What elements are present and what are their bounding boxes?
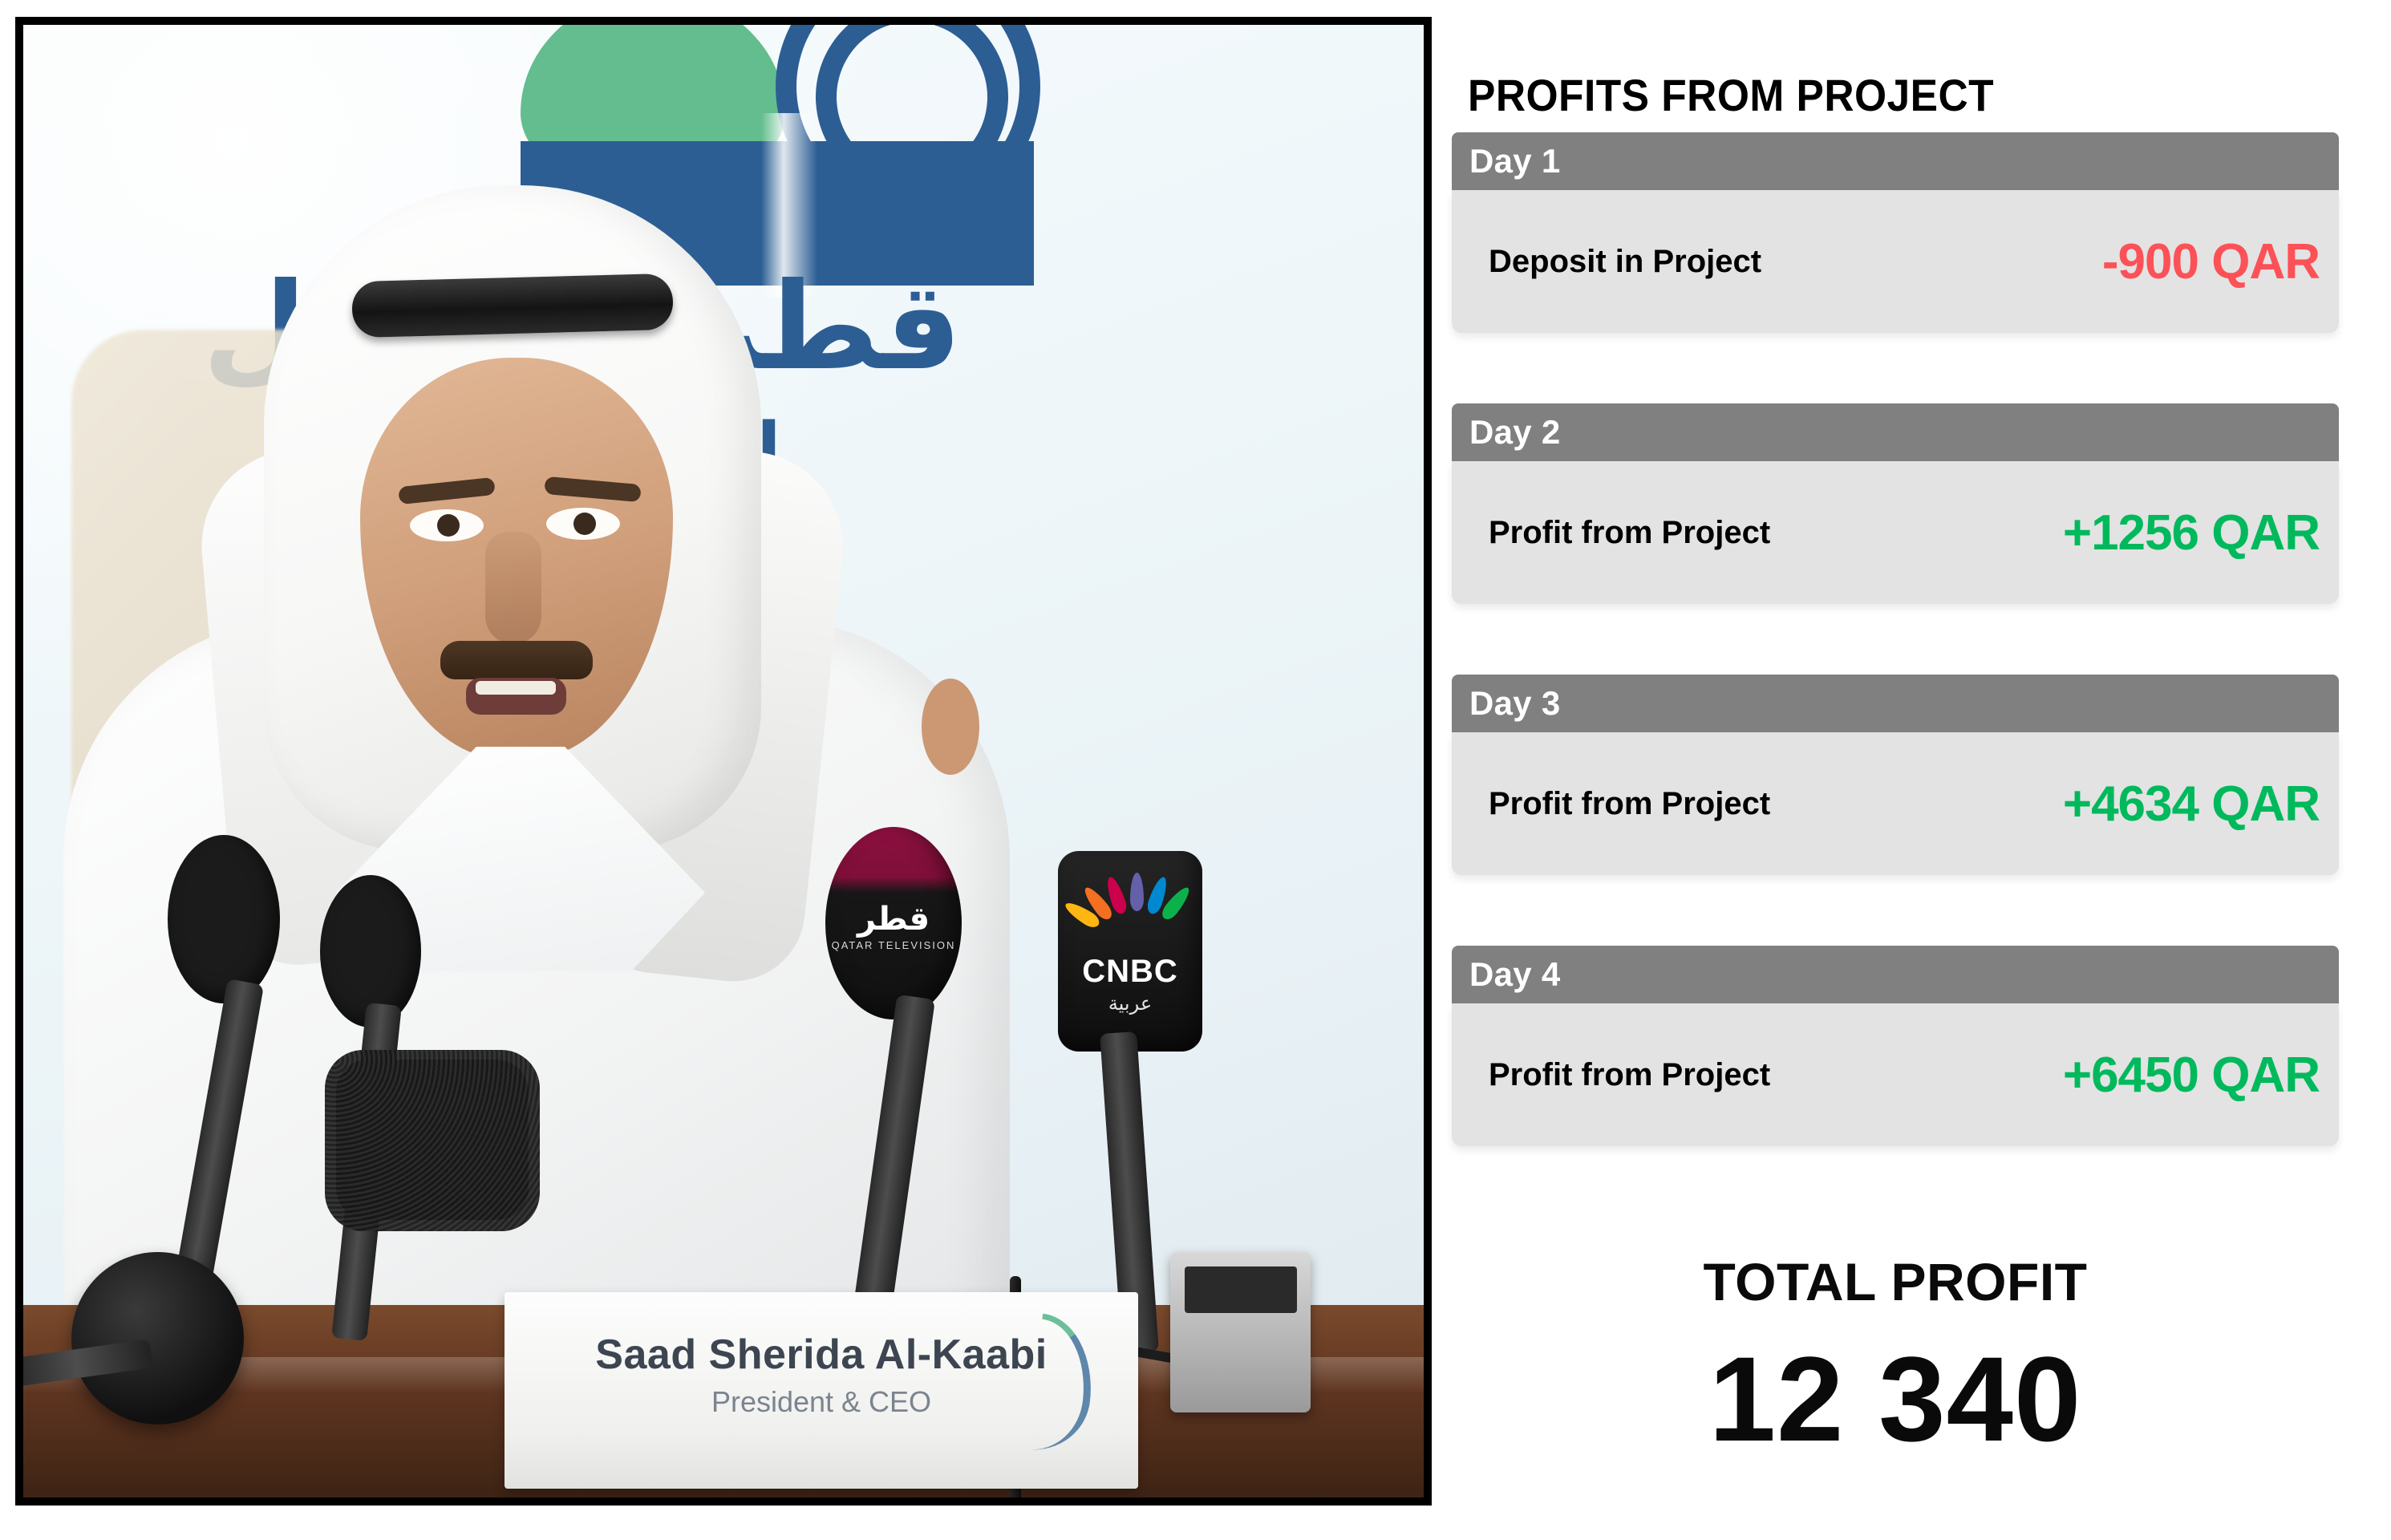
microphone-icon	[168, 835, 280, 1317]
day-description-2: Profit from Project	[1489, 514, 1771, 550]
day-card-2: Day 2 Profit from Project +1256 QAR	[1452, 403, 2339, 604]
day-amount-4: +6450 QAR	[2062, 1047, 2320, 1103]
total-profit-label: TOTAL PROFIT	[1703, 1252, 2088, 1311]
day-description-4: Profit from Project	[1489, 1056, 1771, 1092]
day-header-2: Day 2	[1452, 403, 2339, 461]
day-body-1: Deposit in Project -900 QAR	[1452, 190, 2339, 333]
day-label-3: Day 3	[1469, 684, 1561, 722]
day-description-3: Profit from Project	[1489, 785, 1771, 821]
day-card-3: Day 3 Profit from Project +4634 QAR	[1452, 675, 2339, 875]
day-amount-3: +4634 QAR	[2062, 776, 2320, 832]
day-body-4: Profit from Project +6450 QAR	[1452, 1003, 2339, 1146]
audio-recorder-device	[1170, 1252, 1311, 1412]
day-header-4: Day 4	[1452, 946, 2339, 1003]
cnbc-mic-label: CNBC	[1082, 954, 1178, 989]
nameplate-name: Saad Sherida Al-Kaabi	[595, 1331, 1048, 1378]
day-amount-1: -900 QAR	[2101, 233, 2320, 290]
day-header-3: Day 3	[1452, 675, 2339, 732]
day-card-1: Day 1 Deposit in Project -900 QAR	[1452, 132, 2339, 333]
total-profit-value: 12 340	[1708, 1331, 2082, 1466]
page-title: PROFITS FROM PROJECT	[1468, 70, 1995, 120]
cnbc-mic-arabic-label: عربية	[1108, 992, 1153, 1015]
nameplate-role: President & CEO	[711, 1385, 932, 1418]
agal-headband	[351, 273, 674, 338]
cnbc-microphone-icon: CNBC عربية	[1058, 851, 1202, 1355]
day-body-3: Profit from Project +4634 QAR	[1452, 732, 2339, 875]
microphone-icon	[320, 875, 421, 1342]
press-conference-photo: قطر للبترول r Petrol	[15, 17, 1432, 1506]
shotgun-microphone-icon	[325, 1050, 540, 1231]
day-card-4: Day 4 Profit from Project +6450 QAR	[1452, 946, 2339, 1146]
day-label-2: Day 2	[1469, 413, 1561, 451]
day-header-1: Day 1	[1452, 132, 2339, 190]
qatar-tv-mic-arabic-label: قطر	[857, 901, 930, 938]
day-body-2: Profit from Project +1256 QAR	[1452, 461, 2339, 604]
day-label-1: Day 1	[1469, 142, 1561, 180]
round-microphone-icon	[23, 1252, 244, 1424]
day-amount-2: +1256 QAR	[2062, 505, 2320, 561]
nameplate: Saad Sherida Al-Kaabi President & CEO	[505, 1292, 1138, 1489]
day-description-1: Deposit in Project	[1489, 243, 1762, 279]
profits-panel: PROFITS FROM PROJECT Day 1 Deposit in Pr…	[1452, 0, 2358, 1540]
qatar-tv-microphone-icon: قطر QATAR TELEVISION	[825, 827, 962, 1334]
day-label-4: Day 4	[1469, 955, 1561, 993]
total-profit-block: TOTAL PROFIT 12 340	[1452, 1251, 2339, 1469]
qatar-tv-mic-sub-label: QATAR TELEVISION	[831, 939, 956, 951]
